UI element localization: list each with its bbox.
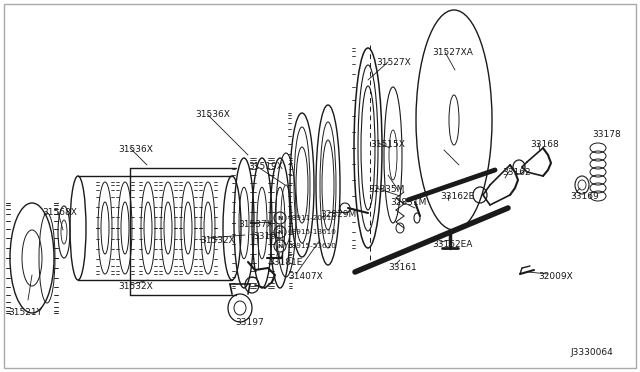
Text: J3330064: J3330064: [570, 348, 612, 357]
Text: 33168: 33168: [530, 140, 559, 149]
Text: (1): (1): [276, 239, 284, 244]
Text: 31536X: 31536X: [118, 145, 153, 154]
Text: N: N: [277, 230, 283, 234]
Text: 32829M: 32829M: [320, 210, 356, 219]
Text: 33191: 33191: [253, 232, 282, 241]
Text: 33181E: 33181E: [268, 258, 302, 267]
Text: 31536X: 31536X: [195, 110, 230, 119]
Text: 31515X: 31515X: [370, 140, 405, 149]
Text: 31519X: 31519X: [248, 162, 283, 171]
Text: 31527XA: 31527XA: [432, 48, 473, 57]
Text: 33169: 33169: [570, 192, 599, 201]
Text: 33178: 33178: [592, 130, 621, 139]
Text: 33197: 33197: [235, 318, 264, 327]
Text: 31521Y: 31521Y: [8, 308, 42, 317]
Text: 33161: 33161: [388, 263, 417, 272]
Text: N: N: [277, 244, 283, 248]
Text: 31537X: 31537X: [238, 220, 273, 229]
Text: (1): (1): [276, 253, 284, 258]
Text: 08911-20610: 08911-20610: [288, 215, 337, 221]
Text: 31407X: 31407X: [288, 272, 323, 281]
Text: 32835M: 32835M: [368, 185, 404, 194]
Text: 31532X: 31532X: [200, 236, 235, 245]
Text: 32831M: 32831M: [390, 198, 426, 207]
Text: 31532X: 31532X: [118, 282, 153, 291]
Text: 32009X: 32009X: [538, 272, 573, 281]
Text: 08915-53610: 08915-53610: [288, 243, 337, 249]
Text: 33162: 33162: [502, 168, 531, 177]
Text: 33162EA: 33162EA: [432, 240, 472, 249]
Text: 33162E: 33162E: [440, 192, 474, 201]
Text: N: N: [277, 215, 283, 221]
Text: 31568X: 31568X: [42, 208, 77, 217]
Text: 31527X: 31527X: [376, 58, 411, 67]
Text: (1): (1): [276, 225, 284, 230]
Text: 08915-13610: 08915-13610: [288, 229, 337, 235]
